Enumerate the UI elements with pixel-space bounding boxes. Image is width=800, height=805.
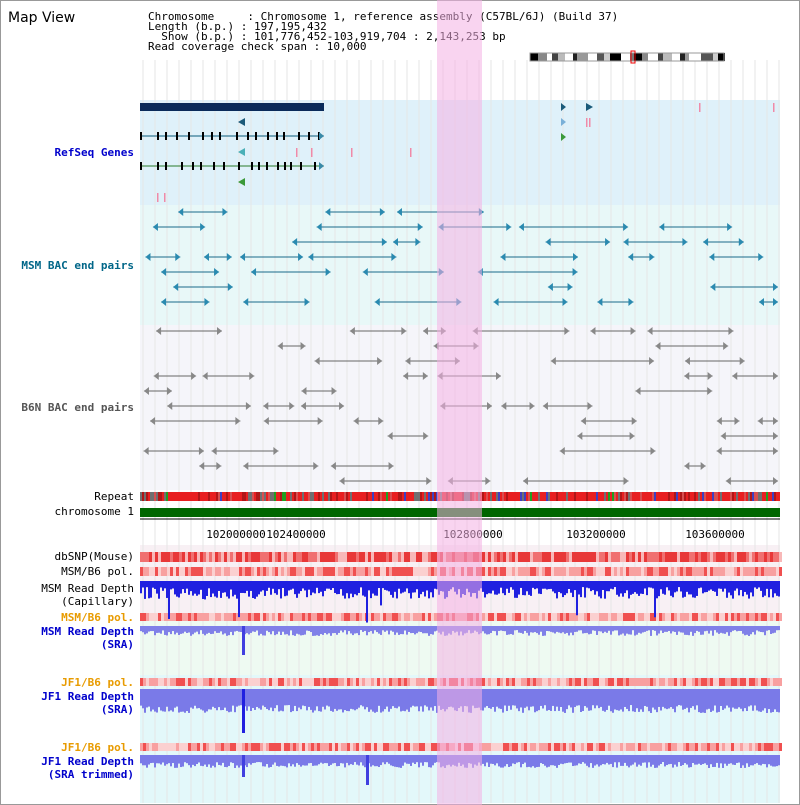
chromosome-ideogram[interactable] xyxy=(529,50,725,64)
coverage-span-info: Read coverage check span : 10,000 xyxy=(148,40,367,53)
msm-bac-track[interactable] xyxy=(145,208,778,306)
refseq-track[interactable] xyxy=(140,103,775,202)
jf1-b6-pol-label-2: JF1/B6 pol. xyxy=(61,741,134,754)
msm-bac-label[interactable]: MSM BAC end pairs xyxy=(21,259,134,272)
chromosome-label: chromosome 1 xyxy=(54,505,134,518)
msm-read-depth-cap-label-2: (Capillary) xyxy=(61,595,134,608)
repeat-label: Repeat xyxy=(94,490,134,503)
jf1-read-depth-label-1: JF1 Read Depth xyxy=(41,690,134,703)
tick-label: 102000000 xyxy=(206,528,266,541)
b6n-bac-label[interactable]: B6N BAC end pairs xyxy=(21,401,134,414)
jf1-read-depth-label-2: (SRA) xyxy=(100,703,134,716)
dbsnp-label: dbSNP(Mouse) xyxy=(54,550,134,563)
msm-read-depth-cap-label-1: MSM Read Depth xyxy=(41,582,134,595)
tick-label: 102400000 xyxy=(266,528,326,541)
msm-b6-pol-label: MSM/B6 pol. xyxy=(61,565,134,578)
position-axis: 102000000 102400000 102800000 103200000 … xyxy=(140,518,780,541)
jf1-read-depth-trim-label-2: (SRA trimmed) xyxy=(47,768,134,781)
highlight-region xyxy=(437,0,482,805)
jf1-read-depth-trim-label-1: JF1 Read Depth xyxy=(41,755,134,768)
polymorphism-heat-tracks xyxy=(140,552,782,751)
refseq-genes-label[interactable]: RefSeq Genes xyxy=(54,146,134,159)
jf1-b6-pol-label: JF1/B6 pol. xyxy=(61,676,134,689)
msm-read-depth-sra-label-2: (SRA) xyxy=(100,638,134,651)
page-title: Map View xyxy=(8,10,76,26)
msm-read-depth-sra-label-1: MSM Read Depth xyxy=(41,625,134,638)
tick-label: 103600000 xyxy=(685,528,745,541)
tick-label: 103200000 xyxy=(566,528,626,541)
length-info: Length (b.p.) : 197,195,432 xyxy=(148,20,327,33)
msm-b6-pol-label-2: MSM/B6 pol. xyxy=(61,611,134,624)
